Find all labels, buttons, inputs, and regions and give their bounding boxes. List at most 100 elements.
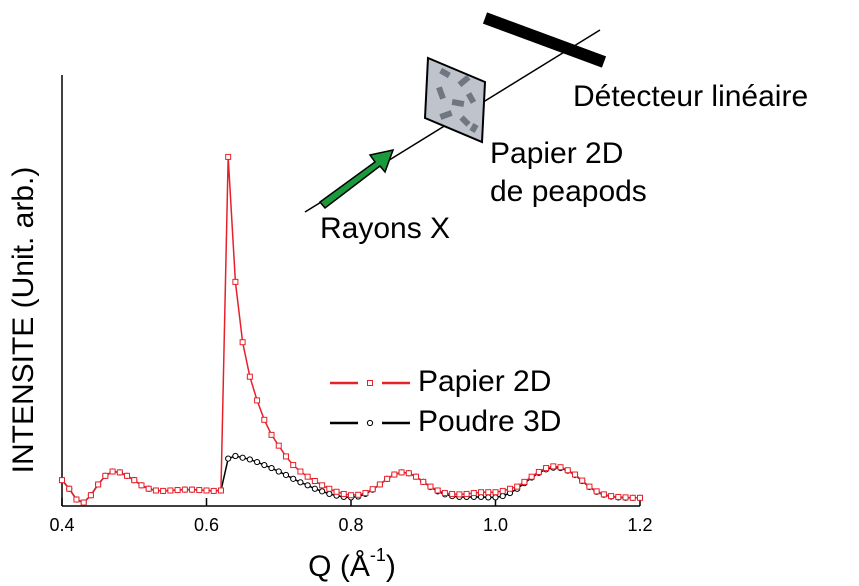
annotation: de peapods — [490, 175, 647, 208]
annotation: Papier 2D — [490, 137, 623, 170]
data-point — [80, 499, 87, 506]
data-point — [499, 492, 506, 500]
data-point — [282, 471, 290, 479]
data-point — [167, 487, 174, 494]
data-point — [340, 490, 347, 497]
data-point — [608, 493, 615, 500]
data-point — [427, 483, 434, 490]
data-point — [261, 416, 268, 423]
x-axis-label: Q (Å-1) — [308, 545, 396, 583]
data-point — [160, 487, 167, 494]
data-point — [290, 475, 297, 482]
data-point — [622, 494, 629, 501]
data-point — [456, 491, 463, 498]
data-point — [615, 493, 622, 500]
data-point — [348, 492, 354, 499]
data-point — [59, 477, 65, 484]
x-label-superscript: -1 — [370, 545, 386, 565]
legend-marker — [366, 419, 374, 427]
legend-label: Papier 2D — [418, 365, 551, 398]
data-point — [485, 489, 492, 496]
data-point — [333, 488, 340, 495]
data-point — [326, 485, 333, 492]
data-point — [145, 485, 152, 492]
data-point — [499, 487, 506, 494]
data-point — [268, 464, 275, 472]
data-point — [152, 487, 159, 494]
data-point — [297, 468, 304, 475]
data-point — [535, 468, 542, 475]
data-point — [420, 478, 427, 485]
series-line — [61, 156, 640, 504]
data-point — [95, 481, 102, 488]
data-point — [564, 467, 571, 474]
data-point — [485, 494, 492, 501]
data-point — [102, 472, 109, 479]
data-point — [637, 494, 643, 501]
x-tick-label: 0.6 — [194, 515, 219, 535]
data-point — [131, 477, 138, 484]
data-point — [210, 487, 217, 494]
data-point — [391, 471, 398, 478]
data-point — [87, 492, 94, 499]
data-point — [275, 468, 282, 475]
data-point — [73, 496, 80, 503]
data-point — [124, 472, 131, 479]
data-point — [369, 486, 376, 493]
data-point — [492, 494, 499, 501]
data-point — [282, 453, 289, 460]
x-label-text: Q (Å — [308, 550, 370, 583]
data-point — [506, 485, 513, 492]
data-point — [376, 481, 383, 488]
data-point — [311, 478, 318, 485]
data-point — [311, 485, 318, 492]
data-point — [600, 491, 607, 498]
data-point — [239, 454, 246, 461]
data-point — [232, 278, 239, 285]
data-point — [629, 494, 636, 501]
data-point — [326, 490, 333, 498]
y-axis-label: INTENSITE (Unit. arb.) — [7, 167, 40, 474]
data-point — [521, 478, 528, 485]
data-point — [449, 490, 456, 497]
data-point — [225, 455, 232, 462]
data-point — [290, 462, 297, 469]
data-point — [239, 339, 246, 346]
data-point — [384, 475, 391, 482]
x-label-close: ) — [386, 550, 396, 583]
data-point — [571, 471, 578, 478]
data-point — [319, 482, 326, 489]
data-point — [253, 458, 261, 466]
data-point — [593, 488, 600, 495]
data-point — [441, 490, 448, 497]
data-point — [413, 473, 420, 480]
data-point — [225, 153, 232, 160]
data-point — [304, 473, 311, 480]
data-point — [470, 490, 477, 497]
data-point — [261, 461, 268, 469]
x-tick-label: 1.0 — [483, 515, 508, 535]
data-point — [557, 464, 564, 471]
data-point — [138, 482, 145, 489]
x-tick-label: 0.8 — [338, 515, 363, 535]
data-point — [275, 442, 282, 449]
data-point — [478, 489, 485, 496]
data-point — [550, 463, 557, 470]
data-point — [181, 486, 188, 493]
data-point — [174, 487, 181, 494]
annotation: Rayons X — [320, 212, 450, 245]
data-point — [254, 397, 261, 404]
data-point — [528, 473, 535, 480]
annotation: Détecteur linéaire — [573, 80, 808, 113]
data-point — [543, 465, 550, 472]
data-point — [579, 477, 586, 484]
data-point — [109, 468, 116, 475]
data-point — [463, 490, 470, 497]
data-point — [246, 456, 253, 463]
data-point — [268, 431, 275, 438]
inset-diagram — [304, 12, 607, 213]
data-point — [319, 488, 326, 495]
data-point — [189, 486, 196, 493]
